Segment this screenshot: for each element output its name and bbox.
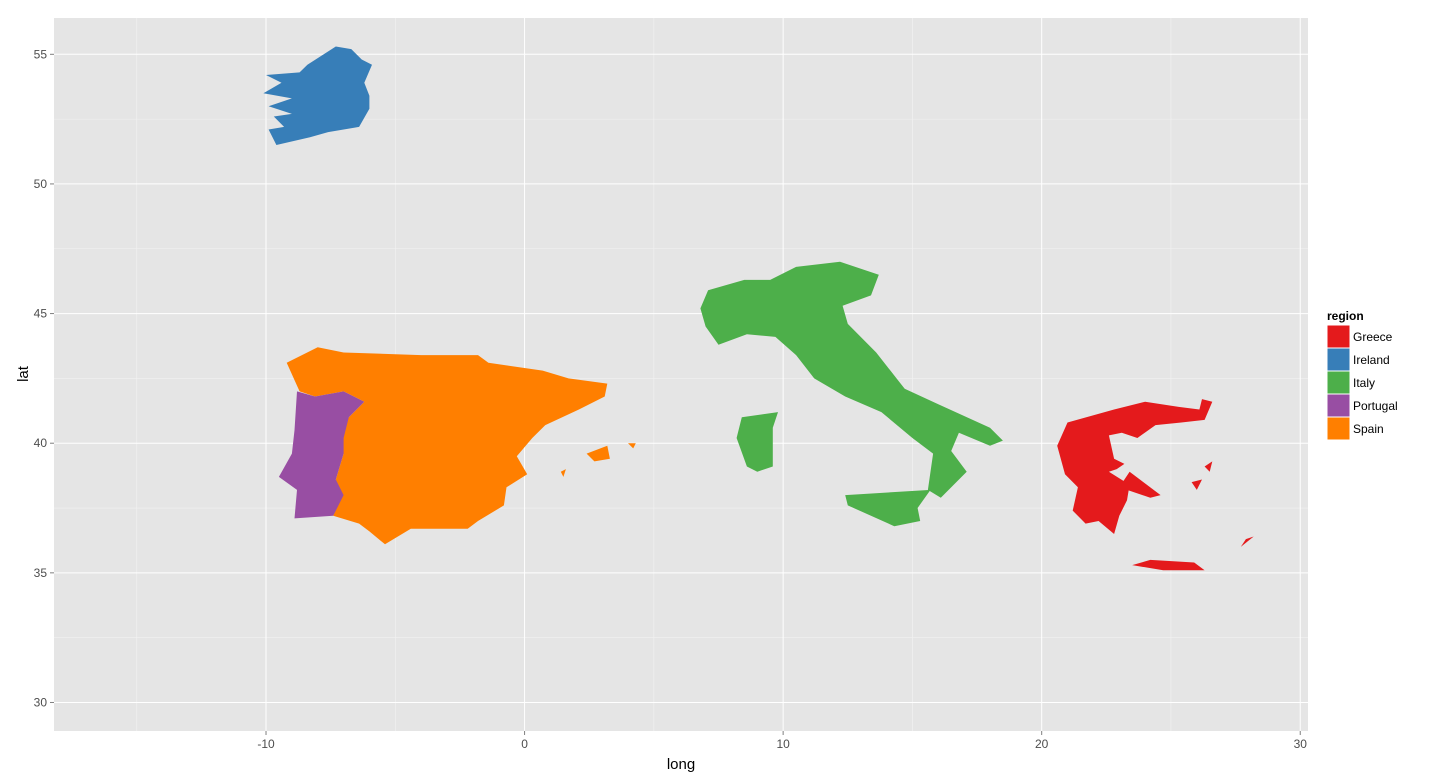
legend-key-greece bbox=[1326, 324, 1351, 349]
region-greece bbox=[1057, 399, 1254, 571]
region-shape-spain bbox=[628, 443, 636, 449]
legend-key-ireland bbox=[1326, 347, 1351, 372]
legend-label-greece: Greece bbox=[1353, 330, 1393, 344]
region-spain bbox=[286, 347, 636, 545]
region-shape-italy bbox=[736, 412, 778, 472]
x-axis-title: long bbox=[667, 756, 695, 773]
x-tick-label: 10 bbox=[776, 737, 790, 751]
region-shape-spain bbox=[586, 445, 610, 462]
region-shape-greece bbox=[1119, 471, 1161, 498]
region-italy bbox=[700, 261, 1003, 527]
region-shape-italy bbox=[700, 261, 1003, 498]
regions-layer bbox=[263, 46, 1254, 571]
region-shape-ireland bbox=[263, 46, 372, 145]
legend-label-portugal: Portugal bbox=[1353, 399, 1398, 413]
legend-key-italy bbox=[1326, 370, 1351, 395]
legend: region Greece Ireland Italy Portugal Spain bbox=[1326, 309, 1398, 441]
region-shape-greece bbox=[1204, 461, 1213, 472]
region-shape-portugal bbox=[278, 391, 365, 519]
region-shape-spain bbox=[286, 347, 608, 545]
grid-minor bbox=[54, 18, 1308, 731]
region-portugal bbox=[278, 391, 365, 519]
y-axis-title: lat bbox=[15, 365, 32, 382]
y-tick-label: 30 bbox=[34, 695, 48, 709]
plot-panel bbox=[54, 18, 1308, 731]
legend-label-spain: Spain bbox=[1353, 422, 1384, 436]
y-tick-label: 40 bbox=[34, 436, 48, 450]
x-tick-label: -10 bbox=[257, 737, 275, 751]
y-tick-label: 55 bbox=[34, 47, 48, 61]
region-shape-greece bbox=[1132, 559, 1205, 571]
grid-major bbox=[54, 18, 1308, 731]
y-axis: 30 35 40 45 50 55 bbox=[34, 47, 54, 709]
region-shape-spain bbox=[560, 469, 566, 477]
region-shape-italy bbox=[845, 489, 931, 527]
x-tick-label: 20 bbox=[1035, 737, 1049, 751]
legend-label-italy: Italy bbox=[1353, 376, 1375, 390]
legend-key-portugal bbox=[1326, 393, 1351, 418]
x-tick-label: 30 bbox=[1294, 737, 1308, 751]
legend-title: region bbox=[1327, 309, 1364, 323]
y-tick-label: 45 bbox=[34, 307, 48, 321]
x-axis: -10 0 10 20 30 bbox=[257, 731, 1307, 751]
legend-label-ireland: Ireland bbox=[1353, 353, 1390, 367]
region-ireland bbox=[263, 46, 372, 145]
y-tick-label: 50 bbox=[34, 177, 48, 191]
x-tick-label: 0 bbox=[521, 737, 528, 751]
y-tick-label: 35 bbox=[34, 566, 48, 580]
legend-key-spain bbox=[1326, 416, 1351, 441]
region-shape-greece bbox=[1057, 399, 1213, 534]
region-shape-greece bbox=[1191, 479, 1202, 490]
region-shape-greece bbox=[1240, 536, 1254, 547]
